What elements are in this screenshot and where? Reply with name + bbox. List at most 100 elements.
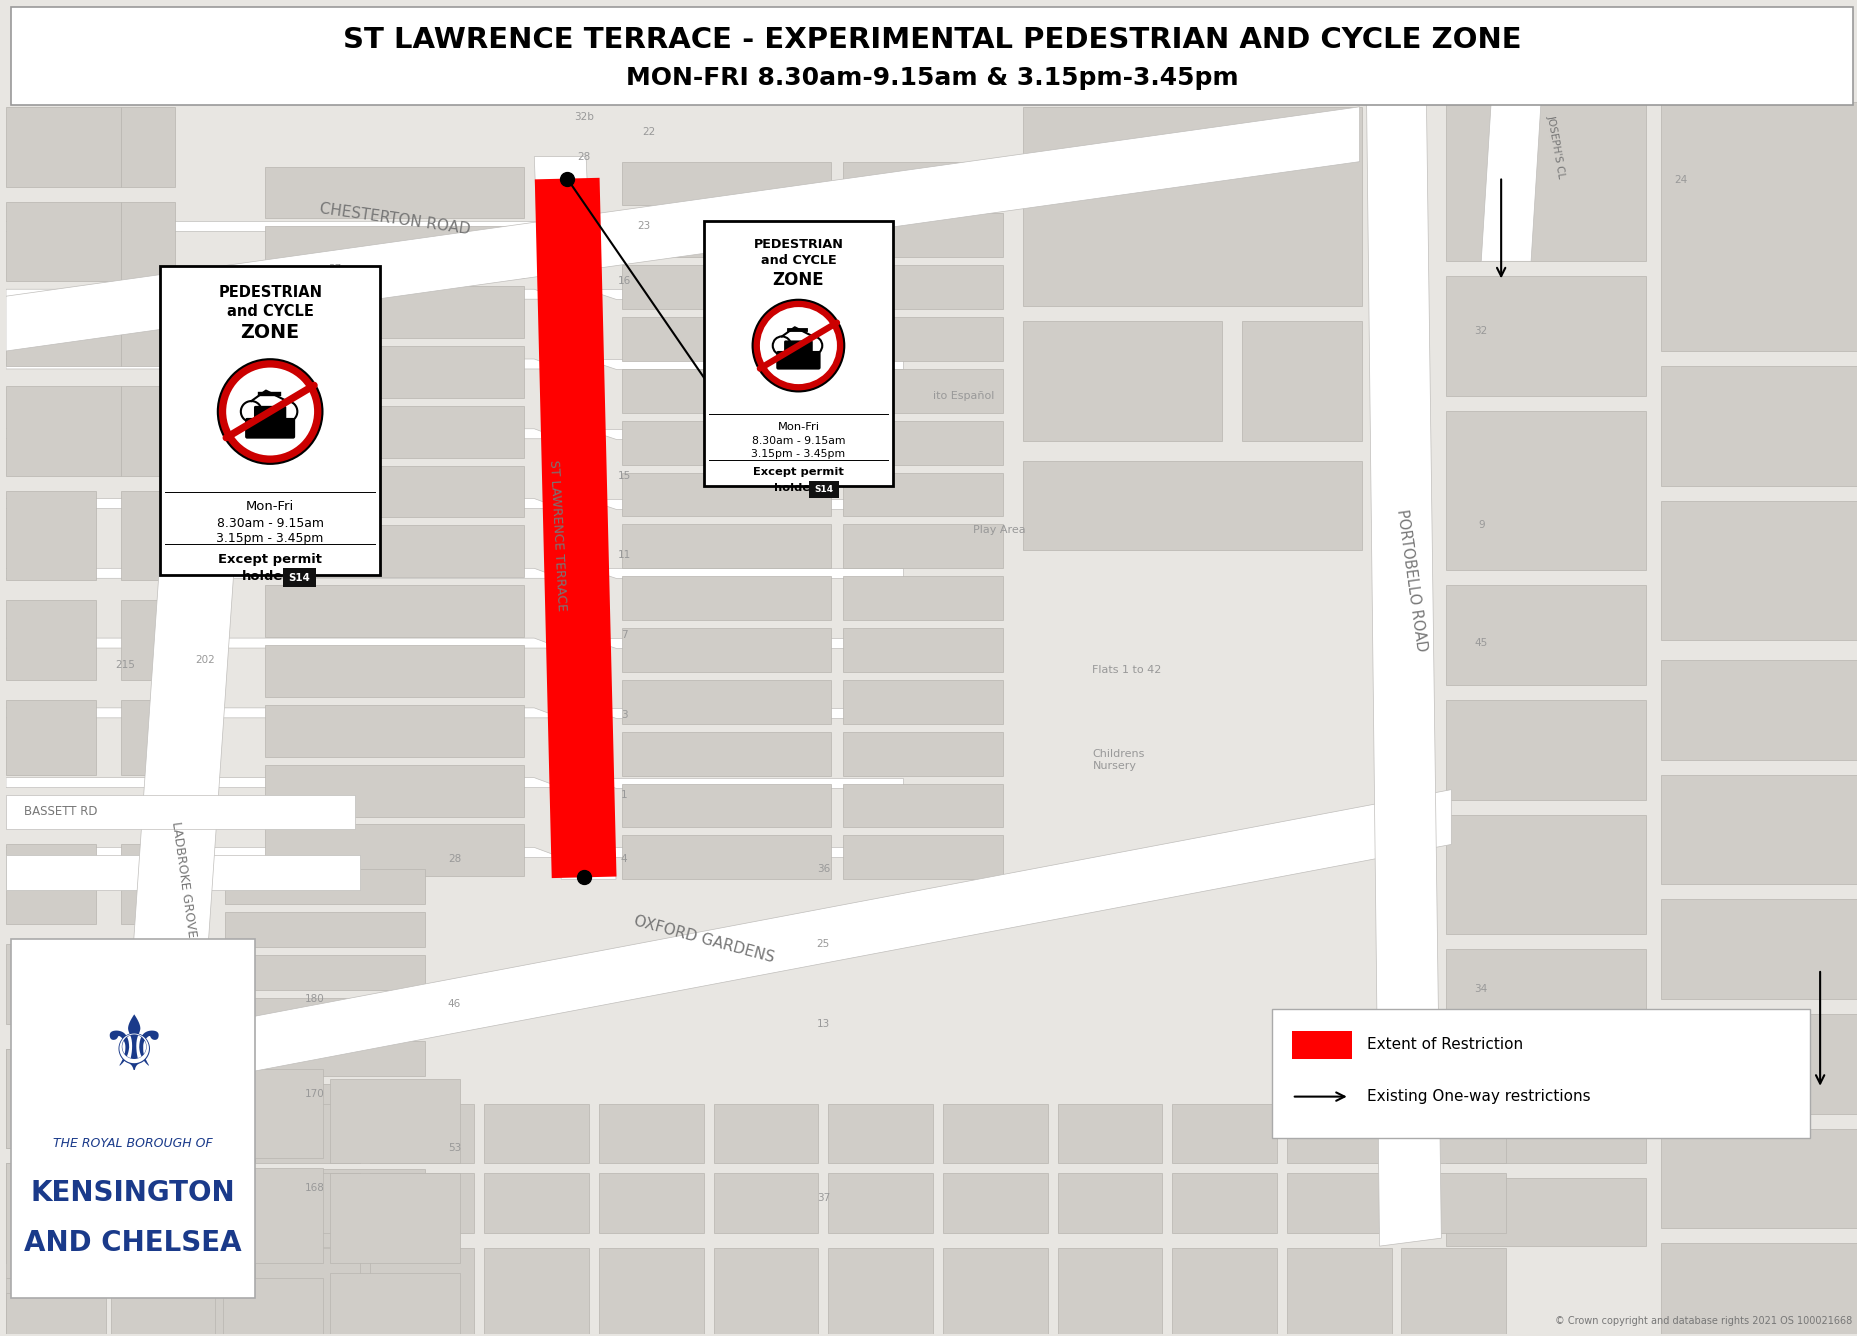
Bar xyxy=(370,1248,474,1333)
Text: 3.15pm - 3.45pm: 3.15pm - 3.45pm xyxy=(750,449,845,460)
Text: ST LAWRENCE TERRACE: ST LAWRENCE TERRACE xyxy=(546,460,568,612)
Text: AND CHELSEA: AND CHELSEA xyxy=(24,1229,241,1257)
Bar xyxy=(1400,1248,1506,1333)
Text: THE ROYAL BOROUGH OF: THE ROYAL BOROUGH OF xyxy=(54,1137,214,1150)
Bar xyxy=(598,1173,704,1233)
Polygon shape xyxy=(6,639,561,648)
Bar xyxy=(622,162,830,206)
Text: 24: 24 xyxy=(1673,175,1686,184)
Bar xyxy=(225,1212,425,1246)
Bar xyxy=(225,998,425,1033)
Bar xyxy=(713,1248,817,1333)
Bar xyxy=(141,1173,245,1233)
Bar xyxy=(111,1293,215,1333)
Bar xyxy=(1057,1173,1162,1233)
Bar xyxy=(1291,1031,1350,1058)
Polygon shape xyxy=(585,778,903,788)
Bar xyxy=(331,1078,459,1164)
Bar xyxy=(225,870,425,904)
Bar xyxy=(843,473,1003,517)
Polygon shape xyxy=(585,498,903,509)
Bar xyxy=(121,945,175,1023)
Polygon shape xyxy=(126,550,236,1058)
Bar xyxy=(266,525,524,577)
Polygon shape xyxy=(6,847,561,858)
FancyBboxPatch shape xyxy=(160,266,379,576)
Bar xyxy=(6,1049,106,1149)
Bar xyxy=(713,1173,817,1233)
Bar xyxy=(622,369,830,413)
Bar xyxy=(843,680,1003,724)
Bar xyxy=(1240,321,1361,441)
Bar xyxy=(622,732,830,776)
Text: S14: S14 xyxy=(813,485,834,494)
Polygon shape xyxy=(535,156,617,879)
Text: 9: 9 xyxy=(1476,521,1484,530)
Bar xyxy=(266,286,524,338)
Text: 34: 34 xyxy=(1474,983,1487,994)
Text: 11: 11 xyxy=(617,550,630,560)
FancyBboxPatch shape xyxy=(810,481,838,498)
Bar xyxy=(598,1248,704,1333)
Text: BASSETT RD: BASSETT RD xyxy=(24,806,98,818)
Bar xyxy=(6,1279,97,1333)
Circle shape xyxy=(760,307,836,385)
Bar xyxy=(713,1104,817,1164)
Bar xyxy=(843,421,1003,465)
Text: © Crown copyright and database rights 2021 OS 100021668: © Crown copyright and database rights 20… xyxy=(1554,1316,1851,1325)
Bar xyxy=(266,406,524,458)
Bar xyxy=(1445,585,1645,685)
Bar xyxy=(1172,1173,1276,1233)
Polygon shape xyxy=(585,289,903,299)
Bar xyxy=(1445,700,1645,799)
Text: Except permit: Except permit xyxy=(217,553,321,565)
Bar xyxy=(1287,1104,1391,1164)
Text: and CYCLE: and CYCLE xyxy=(760,254,836,267)
Bar xyxy=(1287,1248,1391,1333)
Bar xyxy=(225,1255,425,1291)
Bar xyxy=(225,1083,425,1118)
Bar xyxy=(828,1248,932,1333)
Bar xyxy=(1021,461,1361,550)
FancyBboxPatch shape xyxy=(254,406,286,424)
Bar xyxy=(121,386,175,476)
Bar xyxy=(266,824,524,876)
Bar xyxy=(6,386,121,476)
Bar xyxy=(266,466,524,517)
Text: 32b: 32b xyxy=(574,112,594,122)
Text: Existing One-way restrictions: Existing One-way restrictions xyxy=(1367,1089,1590,1104)
Bar xyxy=(1057,1104,1162,1164)
Bar xyxy=(622,628,830,672)
Bar xyxy=(121,1164,175,1263)
Text: 23: 23 xyxy=(637,222,650,231)
Bar xyxy=(266,167,524,219)
Bar xyxy=(622,317,830,361)
Bar xyxy=(843,628,1003,672)
Bar xyxy=(223,1069,323,1158)
Bar xyxy=(121,202,175,282)
Polygon shape xyxy=(6,359,561,369)
Bar xyxy=(6,1164,106,1279)
Text: 28: 28 xyxy=(578,152,591,162)
Bar xyxy=(1660,1129,1857,1228)
Bar xyxy=(141,1104,245,1164)
Bar xyxy=(121,297,175,366)
Text: 13: 13 xyxy=(817,1019,830,1029)
Bar xyxy=(943,1248,1047,1333)
Text: holders: holders xyxy=(774,484,823,493)
Text: Childrens
Nursery: Childrens Nursery xyxy=(1092,749,1144,771)
Text: 180: 180 xyxy=(305,994,325,1003)
Text: PEDESTRIAN: PEDESTRIAN xyxy=(217,285,321,301)
Text: ZONE: ZONE xyxy=(773,271,825,289)
Text: 7: 7 xyxy=(620,631,628,640)
Text: CHESTERTON ROAD: CHESTERTON ROAD xyxy=(318,202,472,238)
Text: Mon-Fri: Mon-Fri xyxy=(245,500,293,513)
Bar xyxy=(370,1173,474,1233)
Text: ⚜: ⚜ xyxy=(98,1011,167,1086)
Bar xyxy=(6,1049,97,1149)
Text: 46: 46 xyxy=(448,999,461,1009)
Text: KENSINGTON: KENSINGTON xyxy=(32,1180,236,1208)
Text: 15: 15 xyxy=(617,470,630,481)
Polygon shape xyxy=(6,429,561,438)
Polygon shape xyxy=(585,568,903,578)
